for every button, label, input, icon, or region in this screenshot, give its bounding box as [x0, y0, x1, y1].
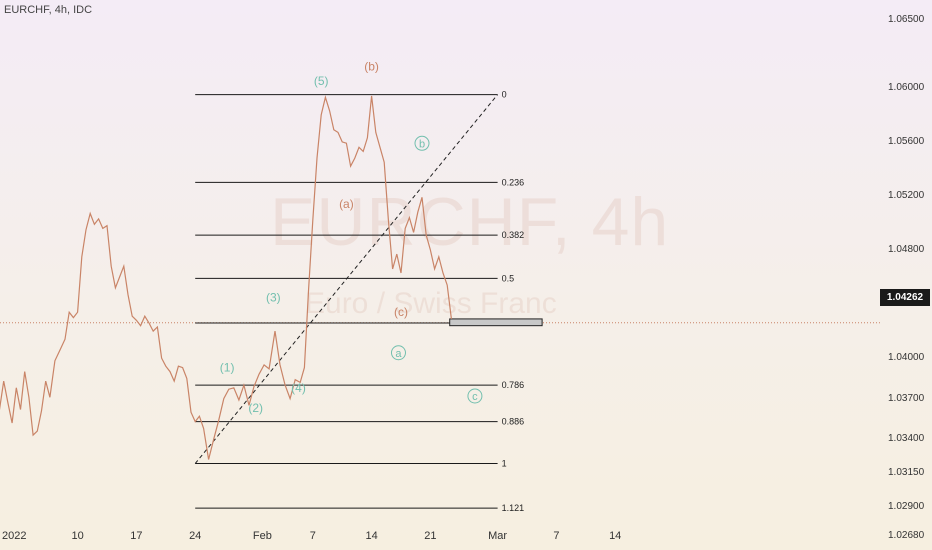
wave-label: (1) — [220, 361, 235, 375]
fib-level-label: 0.382 — [502, 230, 525, 240]
symbol-label: EURCHF, 4h, IDC — [4, 4, 93, 16]
wave-label: (c) — [394, 305, 408, 319]
fib-level-label: 0.886 — [502, 417, 525, 427]
time-tick-label: Feb — [252, 530, 272, 542]
time-tick-label: Mar — [488, 530, 508, 542]
watermark-name: Euro / Swiss Franc — [305, 287, 557, 320]
price-tick-label: 1.02680 — [888, 530, 925, 542]
price-tick-label: 1.06500 — [888, 14, 925, 26]
target-box — [449, 318, 543, 327]
time-tick-label: 17 — [130, 530, 143, 542]
time-tick-label: 21 — [424, 530, 437, 542]
price-tick-label: 1.03700 — [888, 392, 925, 404]
wave-label: c — [472, 391, 478, 403]
fib-level-label: 0.236 — [502, 177, 525, 187]
time-tick-label: 24 — [189, 530, 202, 542]
fib-level-label: 0.5 — [502, 273, 515, 283]
wave-label: (4) — [291, 381, 306, 395]
price-tick-label: 1.05600 — [888, 135, 925, 147]
time-tick-label: 14 — [609, 530, 622, 542]
price-tick-label: 1.03400 — [888, 433, 925, 445]
price-tick-label: 1.04000 — [888, 352, 925, 364]
time-tick-label: 10 — [71, 530, 84, 542]
wave-label: b — [419, 138, 425, 150]
time-tick-label: 7 — [309, 530, 316, 542]
wave-label-circle — [467, 388, 483, 404]
trend-line — [194, 94, 498, 464]
price-tick-label: 1.02900 — [888, 500, 925, 512]
fib-level-label: 1.121 — [502, 503, 525, 513]
time-tick-label: 7 — [553, 530, 560, 542]
time-tick-label: 14 — [365, 530, 378, 542]
price-tick-label: 1.05200 — [888, 189, 925, 201]
price-tick-label: 1.06000 — [888, 81, 925, 93]
wave-label: (b) — [364, 59, 379, 73]
price-chart: 00.2360.3820.50.6180.7860.88611.121(1)(2… — [0, 59, 880, 513]
current-price-tag: 1.04262 — [880, 289, 930, 306]
wave-label: (2) — [248, 401, 263, 415]
fib-level-label: 1 — [502, 459, 507, 469]
wave-label-circle — [414, 135, 430, 151]
wave-label: (3) — [266, 290, 281, 304]
wave-label: (a) — [339, 197, 354, 211]
fib-level-label: 0.786 — [502, 380, 525, 390]
wave-label: a — [395, 348, 402, 360]
time-tick-label: 2022 — [2, 530, 27, 542]
fib-level-label: 0 — [502, 90, 507, 100]
wave-label-circle — [390, 345, 406, 361]
price-line — [0, 95, 452, 460]
price-axis[interactable]: 1.065001.060001.056001.052001.048001.044… — [880, 0, 932, 550]
watermark-ticker: EURCHF, 4h — [270, 184, 670, 260]
price-tick-label: 1.04800 — [888, 244, 925, 255]
price-tick-label: 1.03150 — [888, 466, 925, 478]
plot-area[interactable]: EURCHF, 4h Euro / Swiss Franc 0 0.236 0.38… — [0, 0, 880, 522]
wave-label: (5) — [314, 74, 329, 88]
